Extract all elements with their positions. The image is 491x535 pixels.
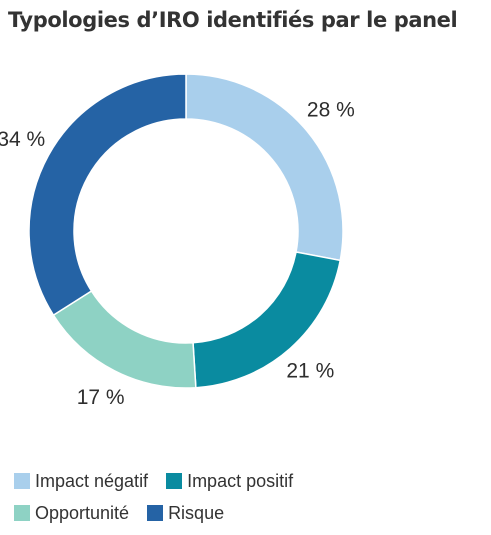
legend-swatch [14,505,30,521]
legend-swatch [14,473,30,489]
donut-slice-risque [28,73,187,317]
legend-label: Risque [168,502,225,523]
legend-label: Impact positif [187,470,294,491]
legend-item-impact-positif: Impact positif [166,471,293,492]
legend-label: Impact négatif [35,470,149,491]
donut-slice-opportunite [52,289,197,389]
slice-label-opportunite: 17 % [77,386,125,409]
chart-legend: Impact négatif Impact positif Opportunit… [14,465,474,529]
legend-swatch [166,473,183,489]
legend-row: Opportunité Risque [14,497,474,529]
legend-item-impact-negatif: Impact négatif [14,471,148,492]
legend-item-opportunite: Opportunité [14,503,129,524]
donut-slices [28,73,344,389]
legend-row: Impact négatif Impact positif [14,465,474,497]
slice-label-impact-positif: 21 % [286,360,334,383]
chart-title: Typologies d’IRO identifiés par le panel [8,8,458,32]
slice-label-risque: 34 % [0,128,45,151]
slice-label-impact-negatif: 28 % [307,99,355,122]
legend-item-risque: Risque [147,503,224,524]
legend-label: Opportunité [35,502,130,523]
slice-labels: 28 % 21 % 17 % 34 % [0,99,355,409]
legend-swatch [147,505,164,521]
